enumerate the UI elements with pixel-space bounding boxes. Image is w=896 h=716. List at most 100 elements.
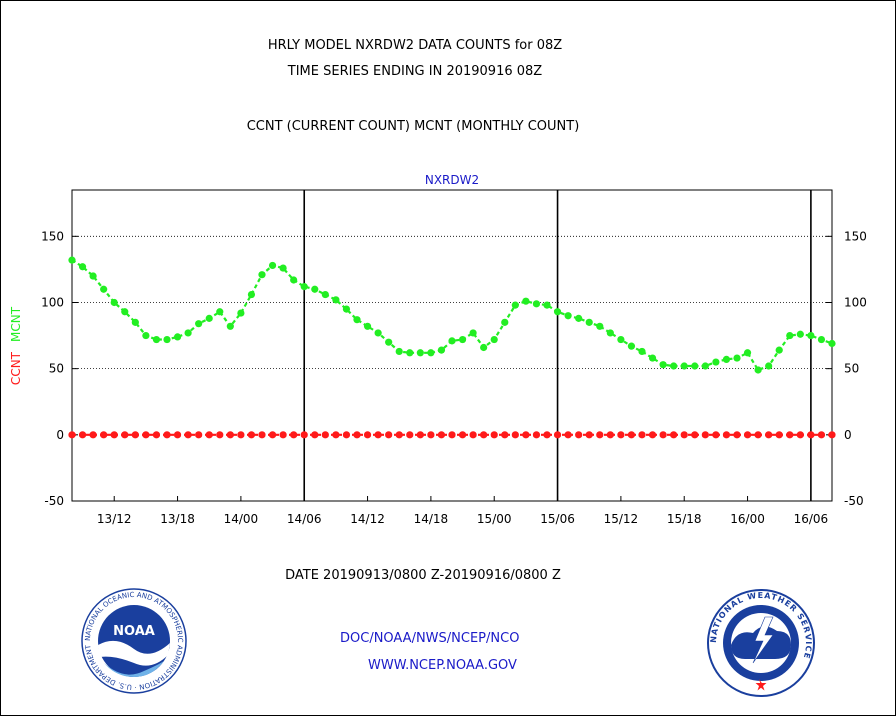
data-point-ccnt <box>722 431 731 439</box>
data-point-mcnt <box>501 318 509 326</box>
y-axis-label: CCNT MCNT <box>9 306 23 385</box>
data-point-ccnt <box>247 431 256 439</box>
data-point-ccnt <box>511 431 519 439</box>
data-point-ccnt <box>226 431 234 439</box>
data-point-ccnt <box>68 431 76 439</box>
series-ccnt <box>68 431 836 439</box>
data-point-mcnt <box>395 347 403 356</box>
data-point-ccnt <box>311 431 319 439</box>
data-point-ccnt <box>363 431 372 439</box>
data-point-mcnt <box>332 296 340 304</box>
data-point-ccnt <box>121 431 129 439</box>
data-point-ccnt <box>469 431 477 439</box>
data-point-ccnt <box>78 431 87 439</box>
data-point-mcnt <box>680 362 688 370</box>
data-point-ccnt <box>765 431 773 439</box>
data-point-mcnt <box>353 316 361 324</box>
y-axis-right-tick-labels: -50 0 50 100 150 <box>844 229 867 508</box>
data-point-mcnt <box>184 329 192 337</box>
data-point-mcnt <box>226 322 234 330</box>
footer-organization: DOC/NOAA/NWS/NCEP/NCO <box>340 631 520 646</box>
footer-url-link[interactable]: WWW.NCEP.NOAA.GOV <box>368 658 517 673</box>
data-point-ccnt <box>501 431 509 439</box>
axis-ticks <box>72 235 832 502</box>
data-point-ccnt <box>691 431 699 439</box>
data-point-mcnt <box>585 318 593 326</box>
data-point-ccnt <box>828 431 836 439</box>
data-point-mcnt <box>786 331 794 340</box>
data-point-mcnt <box>448 337 456 345</box>
data-point-ccnt <box>416 431 424 439</box>
data-point-mcnt <box>522 297 530 305</box>
data-point-mcnt <box>701 362 709 370</box>
data-point-ccnt <box>596 431 604 439</box>
x-tick-label: 13/12 <box>97 512 132 526</box>
data-series <box>68 256 836 439</box>
x-tick-label: 14/00 <box>224 512 259 526</box>
data-point-mcnt <box>385 338 393 346</box>
data-point-mcnt <box>722 355 731 363</box>
y-tick-label-right: 0 <box>844 428 852 442</box>
noaa-logo-icon: NOAA NATIONAL OCEANIC AND ATMOSPHERIC AD… <box>81 588 187 694</box>
data-point-ccnt <box>627 431 636 439</box>
data-point-mcnt <box>279 264 287 272</box>
data-point-mcnt <box>216 308 224 316</box>
data-point-mcnt <box>173 333 182 341</box>
data-point-ccnt <box>173 431 182 439</box>
x-tick-label: 14/12 <box>350 512 385 526</box>
data-point-ccnt <box>353 431 361 439</box>
data-point-ccnt <box>89 431 97 439</box>
data-point-mcnt <box>290 276 298 284</box>
data-point-mcnt <box>480 343 488 352</box>
data-point-ccnt <box>733 431 741 439</box>
data-point-mcnt <box>617 335 625 344</box>
data-point-mcnt <box>648 354 657 362</box>
data-point-mcnt <box>195 320 203 328</box>
data-point-ccnt <box>152 431 161 439</box>
data-point-mcnt <box>78 263 87 271</box>
y-tick-label-left: 50 <box>49 362 64 376</box>
data-point-mcnt <box>817 335 826 344</box>
data-point-ccnt <box>195 431 203 439</box>
data-point-ccnt <box>775 431 783 439</box>
y-tick-label-left: 0 <box>56 428 64 442</box>
y-axis-left-tick-labels: -50 0 50 100 150 <box>41 229 64 508</box>
y-tick-label-right: 50 <box>844 362 859 376</box>
data-point-mcnt <box>543 301 551 309</box>
data-point-mcnt <box>659 361 667 369</box>
data-point-ccnt <box>448 431 456 439</box>
data-point-ccnt <box>458 431 467 439</box>
data-point-mcnt <box>796 330 804 338</box>
data-point-mcnt <box>89 272 97 280</box>
data-point-ccnt <box>480 431 488 439</box>
data-point-ccnt <box>321 431 329 439</box>
data-point-mcnt <box>553 308 562 316</box>
chart-subtitle: CCNT (CURRENT COUNT) MCNT (MONTHLY COUNT… <box>246 119 580 134</box>
data-point-mcnt <box>575 314 583 322</box>
data-point-ccnt <box>543 431 551 439</box>
data-point-mcnt <box>743 349 752 357</box>
y-axis-label-mcnt: MCNT <box>9 306 23 342</box>
data-point-ccnt <box>131 431 139 439</box>
data-point-mcnt <box>205 314 213 322</box>
data-point-mcnt <box>627 342 636 350</box>
data-point-mcnt <box>237 309 245 317</box>
data-point-mcnt <box>110 298 118 307</box>
data-point-mcnt <box>374 329 382 337</box>
x-tick-label: 13/18 <box>160 512 195 526</box>
x-tick-label: 16/06 <box>794 512 829 526</box>
data-point-mcnt <box>247 290 256 299</box>
data-point-ccnt <box>268 431 277 439</box>
data-point-mcnt <box>121 308 129 316</box>
data-point-ccnt <box>553 431 562 439</box>
x-tick-label: 14/06 <box>287 512 322 526</box>
data-point-mcnt <box>311 285 319 293</box>
data-point-ccnt <box>290 431 298 439</box>
data-point-mcnt <box>437 346 446 354</box>
y-tick-label-right: -50 <box>844 494 864 508</box>
data-point-ccnt <box>395 431 403 439</box>
data-point-ccnt <box>575 431 583 439</box>
x-tick-label: 16/00 <box>730 512 765 526</box>
data-point-ccnt <box>332 431 340 439</box>
